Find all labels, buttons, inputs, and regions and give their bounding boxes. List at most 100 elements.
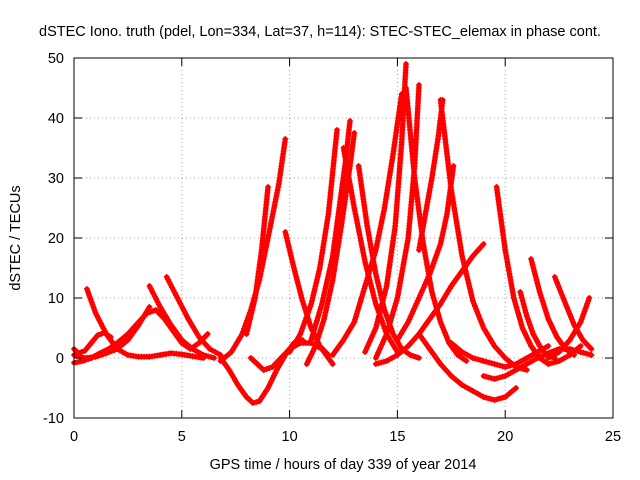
data-point-marker bbox=[376, 229, 383, 235]
data-point-marker bbox=[427, 181, 434, 187]
data-point-marker bbox=[307, 303, 314, 310]
data-point-marker bbox=[551, 274, 558, 280]
data-point-marker bbox=[322, 283, 329, 289]
data-point-marker bbox=[360, 250, 367, 256]
data-point-marker bbox=[373, 322, 380, 328]
data-point-marker bbox=[283, 232, 290, 238]
data-point-marker bbox=[563, 303, 570, 310]
data-point-marker bbox=[571, 352, 578, 358]
data-point-marker bbox=[566, 311, 573, 318]
data-point-marker bbox=[562, 301, 569, 307]
data-point-marker bbox=[468, 292, 475, 298]
data-point-marker bbox=[244, 328, 251, 334]
data-point-marker bbox=[343, 163, 350, 169]
data-point-marker bbox=[507, 277, 514, 283]
data-point-marker bbox=[399, 268, 406, 274]
data-point-marker bbox=[97, 331, 104, 337]
data-point-marker bbox=[553, 279, 560, 286]
data-point-marker bbox=[483, 373, 490, 380]
series-arc32 bbox=[480, 346, 595, 382]
data-point-marker bbox=[359, 291, 366, 298]
data-point-marker bbox=[301, 320, 308, 327]
data-point-marker bbox=[418, 235, 425, 241]
data-point-marker bbox=[522, 310, 529, 316]
data-point-marker bbox=[430, 260, 437, 267]
data-point-marker bbox=[320, 292, 327, 298]
data-point-marker bbox=[418, 289, 425, 296]
data-point-marker bbox=[405, 319, 412, 325]
data-point-marker bbox=[375, 360, 382, 367]
x-tick-label: 20 bbox=[497, 429, 513, 445]
data-point-marker bbox=[425, 273, 432, 280]
data-point-marker bbox=[528, 259, 535, 265]
data-point-marker bbox=[368, 335, 375, 342]
data-point-marker bbox=[324, 301, 331, 307]
data-point-marker bbox=[474, 308, 481, 315]
data-point-marker bbox=[442, 220, 449, 226]
data-point-marker bbox=[308, 301, 315, 307]
data-point-marker bbox=[415, 82, 422, 88]
data-point-marker bbox=[359, 247, 366, 253]
data-point-marker bbox=[179, 305, 186, 312]
data-point-marker bbox=[173, 292, 180, 299]
data-point-marker bbox=[313, 317, 320, 324]
data-point-marker bbox=[294, 280, 301, 286]
data-point-marker bbox=[372, 247, 379, 253]
data-point-marker bbox=[543, 310, 550, 316]
data-point-marker bbox=[253, 399, 260, 406]
data-point-marker bbox=[372, 298, 379, 304]
data-point-marker bbox=[491, 361, 498, 367]
data-point-marker bbox=[99, 323, 106, 330]
data-point-marker bbox=[502, 364, 509, 370]
data-point-marker bbox=[422, 208, 429, 214]
data-point-marker bbox=[507, 362, 514, 369]
data-point-marker bbox=[583, 350, 590, 357]
data-point-marker bbox=[376, 286, 383, 292]
data-point-marker bbox=[585, 351, 592, 358]
data-point-marker bbox=[561, 298, 568, 305]
data-point-marker bbox=[440, 226, 447, 232]
data-point-marker bbox=[356, 229, 363, 235]
data-point-marker bbox=[325, 298, 332, 304]
data-point-marker bbox=[165, 276, 172, 283]
data-point-marker bbox=[282, 136, 289, 142]
data-point-marker bbox=[403, 61, 410, 67]
data-point-marker bbox=[325, 274, 332, 280]
data-point-marker bbox=[464, 277, 471, 283]
data-point-marker bbox=[375, 232, 382, 238]
data-point-marker bbox=[475, 311, 482, 318]
data-point-marker bbox=[306, 306, 313, 313]
data-point-marker bbox=[101, 328, 108, 335]
data-point-marker bbox=[499, 363, 506, 370]
data-point-marker bbox=[517, 289, 524, 295]
data-point-marker bbox=[263, 366, 270, 372]
data-point-marker bbox=[577, 319, 584, 325]
data-point-marker bbox=[245, 322, 252, 328]
data-point-marker bbox=[480, 358, 487, 364]
data-point-marker bbox=[521, 330, 528, 337]
data-point-marker bbox=[560, 295, 567, 302]
data-point-marker bbox=[502, 247, 509, 253]
series-arc25 bbox=[394, 163, 457, 343]
data-point-marker bbox=[211, 355, 218, 361]
data-point-marker bbox=[313, 340, 320, 346]
data-point-marker bbox=[516, 316, 523, 322]
data-point-marker bbox=[84, 288, 91, 295]
data-point-marker bbox=[435, 246, 442, 253]
data-point-marker bbox=[578, 316, 585, 323]
data-point-marker bbox=[486, 374, 493, 381]
data-point-marker bbox=[314, 337, 321, 343]
data-point-marker bbox=[369, 289, 376, 295]
data-point-marker bbox=[370, 292, 377, 298]
data-point-marker bbox=[274, 187, 281, 193]
data-point-marker bbox=[552, 276, 559, 283]
data-point-marker bbox=[366, 238, 373, 244]
data-point-marker bbox=[312, 323, 319, 330]
data-point-marker bbox=[106, 349, 113, 356]
data-point-marker bbox=[348, 187, 355, 193]
data-point-marker bbox=[426, 271, 433, 277]
data-point-marker bbox=[298, 328, 305, 335]
data-point-marker bbox=[309, 331, 316, 338]
data-point-marker bbox=[435, 313, 442, 319]
data-point-marker bbox=[88, 299, 95, 306]
